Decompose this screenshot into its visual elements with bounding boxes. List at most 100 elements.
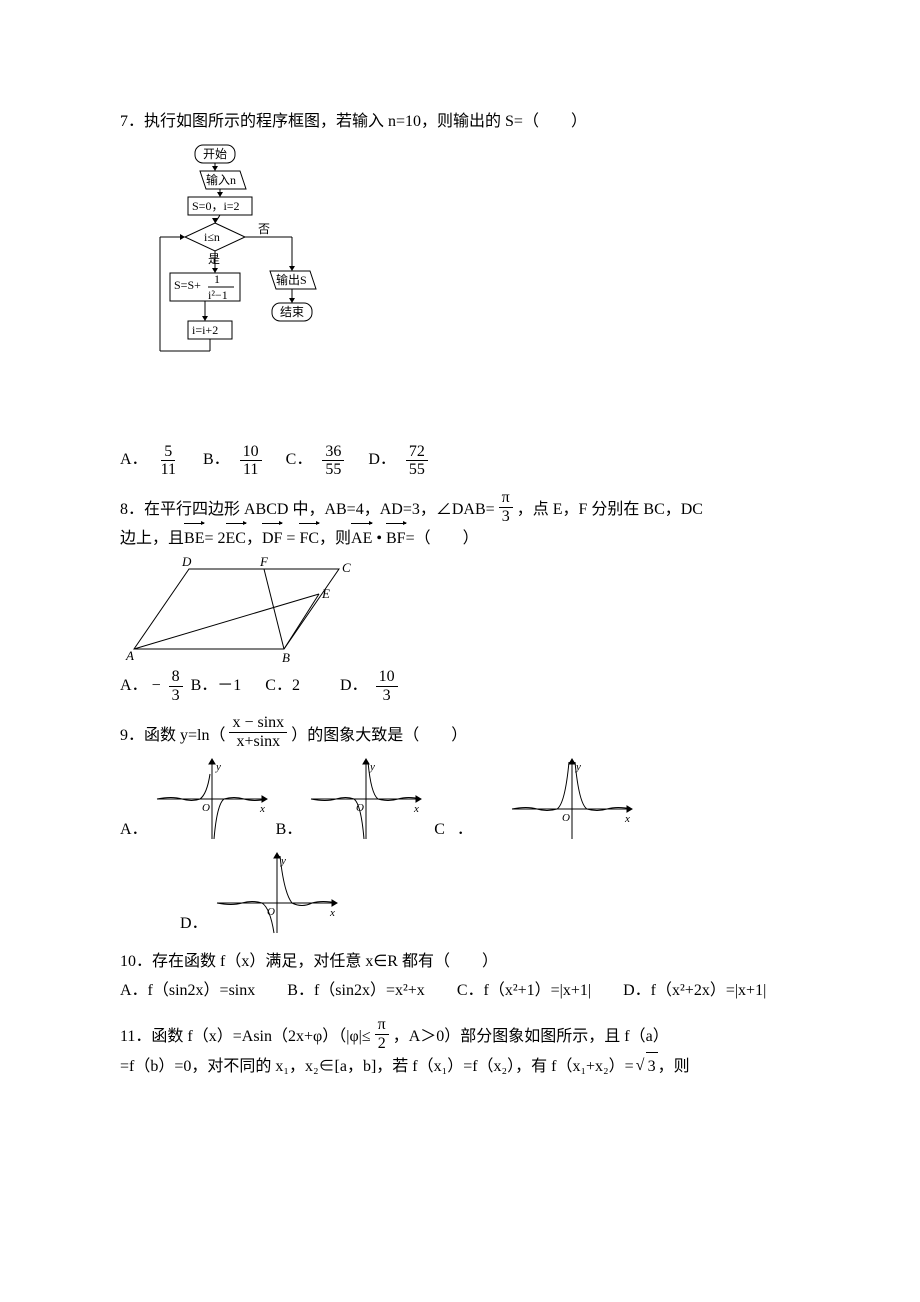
svg-text:i≤n: i≤n bbox=[204, 230, 220, 244]
svg-text:否: 否 bbox=[258, 222, 270, 236]
eq: = 2 bbox=[204, 525, 225, 554]
q9-label-a: A． bbox=[120, 816, 148, 845]
q9-row2: D． y x O bbox=[180, 848, 800, 938]
q7-stem: 7．执行如图所示的程序框图，若输入 n=10，则输出的 S=（ ） bbox=[120, 108, 800, 137]
q8-parallelogram: A B C D E F bbox=[124, 554, 354, 664]
neg: − bbox=[152, 672, 161, 701]
svg-text:i=i+2: i=i+2 bbox=[192, 323, 218, 337]
svg-text:A: A bbox=[125, 648, 134, 663]
vec-bf: BF bbox=[386, 525, 406, 554]
opt-label: A． bbox=[120, 446, 148, 475]
svg-text:S=0，i=2: S=0，i=2 bbox=[192, 199, 240, 213]
svg-text:O: O bbox=[202, 802, 210, 814]
q7-opt-c: 3655 bbox=[322, 443, 344, 479]
q9-stem: 9．函数 y=ln（ x − sinxx+sinx ）的图象大致是（ ） bbox=[120, 714, 800, 750]
svg-text:x: x bbox=[259, 803, 265, 815]
q8-stem2f: =（ bbox=[406, 525, 431, 554]
eq2: = bbox=[282, 525, 299, 554]
opt-label: D． bbox=[352, 446, 396, 475]
dot: • bbox=[372, 525, 386, 554]
q9-row1: A． y x O B． y bbox=[120, 754, 800, 844]
q8-opt-c: C．2 bbox=[265, 672, 300, 701]
question-7: 7．执行如图所示的程序框图，若输入 n=10，则输出的 S=（ ） bbox=[120, 108, 800, 479]
q9-graph-a: y x O bbox=[152, 754, 272, 844]
q8-stem2a: 边上，且 bbox=[120, 525, 184, 554]
q7-stem-pre: 7．执行如图所示的程序框图，若输入 n=10，则输出的 S=（ bbox=[120, 108, 539, 137]
q7-stem-post: ） bbox=[571, 108, 587, 137]
blank bbox=[539, 108, 571, 137]
question-11: 11．函数 f（x）=Asin（2x+φ）（|φ|≤ π2 ，A＞0）部分图象如… bbox=[120, 1016, 800, 1082]
q8-line1: 8．在平行四边形 ABCD 中，AB=4，AD=3，∠DAB= π3 ，点 E，… bbox=[120, 489, 800, 525]
q10-stem: 10．存在函数 f（x）满足，对任意 x∈R 都有（ ） bbox=[120, 948, 800, 977]
svg-text:x: x bbox=[624, 813, 630, 825]
q9-graph-b: y x O bbox=[306, 754, 426, 844]
q8-opt-d: 103 bbox=[376, 668, 398, 704]
q8-options: A． − 83 B．－1 C．2 D． 103 bbox=[120, 668, 800, 704]
q7-options: A． 511 B． 1011 C． 3655 D． 7255 bbox=[120, 443, 800, 479]
q11-l1b: ，A＞0）部分图象如图所示，且 f（a） bbox=[393, 1023, 669, 1052]
svg-text:开始: 开始 bbox=[203, 147, 227, 161]
q7-opt-d: 7255 bbox=[406, 443, 428, 479]
svg-text:结束: 结束 bbox=[280, 305, 304, 319]
q9-label-b: B． bbox=[276, 816, 303, 845]
question-9: 9．函数 y=ln（ x − sinxx+sinx ）的图象大致是（ ） A． … bbox=[120, 714, 800, 938]
q7-opt-b: 1011 bbox=[240, 443, 262, 479]
blank bbox=[450, 948, 482, 977]
blank bbox=[419, 722, 451, 751]
vec-be: BE bbox=[184, 525, 204, 554]
svg-text:x: x bbox=[329, 907, 335, 919]
q9-stem-c: ） bbox=[451, 722, 467, 751]
svg-text:B: B bbox=[282, 650, 290, 664]
vec-ae: AE bbox=[351, 525, 372, 554]
q8-frac-pi3: π3 bbox=[499, 489, 513, 525]
q9-label-d: D． bbox=[180, 910, 208, 939]
q9-label-c: C bbox=[434, 816, 445, 845]
blank bbox=[431, 525, 463, 554]
q8-stem1a: 8．在平行四边形 ABCD 中，AB=4，AD=3，∠DAB= bbox=[120, 496, 495, 525]
q10-stem-a: 10．存在函数 f（x）满足，对任意 x∈R 都有（ bbox=[120, 948, 450, 977]
question-8: 8．在平行四边形 ABCD 中，AB=4，AD=3，∠DAB= π3 ，点 E，… bbox=[120, 489, 800, 704]
spacer bbox=[599, 977, 615, 1006]
q11-frac: π2 bbox=[375, 1016, 389, 1052]
opt-label: B． bbox=[187, 446, 230, 475]
svg-text:是: 是 bbox=[208, 252, 220, 266]
q8-opt-b: B．－1 bbox=[191, 672, 242, 701]
svg-text:D: D bbox=[181, 554, 192, 569]
q8-stem1b: ，点 E，F 分别在 BC，DC bbox=[517, 496, 703, 525]
spacer bbox=[433, 977, 449, 1006]
svg-text:S=S+: S=S+ bbox=[174, 278, 201, 292]
spacer bbox=[263, 977, 279, 1006]
svg-text:O: O bbox=[562, 812, 570, 824]
spacer bbox=[304, 672, 336, 701]
q10-opt-d: D．f（x²+2x）=|x+1| bbox=[623, 977, 766, 1006]
svg-text:O: O bbox=[267, 906, 275, 918]
svg-text:y: y bbox=[369, 761, 375, 773]
svg-text:i²−1: i²−1 bbox=[208, 288, 228, 302]
q11-l2b: ，则 bbox=[658, 1053, 690, 1082]
vec-df: DF bbox=[262, 525, 282, 554]
q8-line2: 边上，且 BE = 2 EC ， DF = FC ，则 AE • BF =（ ） bbox=[120, 525, 800, 554]
q9-frac: x − sinxx+sinx bbox=[229, 714, 287, 750]
q9-stem-a: 9．函数 y=ln（ bbox=[120, 722, 225, 751]
svg-text:输入n: 输入n bbox=[206, 172, 236, 187]
comma: ， bbox=[246, 525, 262, 554]
opt-d-pre: D． bbox=[340, 672, 368, 701]
q11-line2: =f（b）=0，对不同的 x₁，x₂∈[a，b]，若 f（x₁）=f（x₂），有… bbox=[120, 1052, 800, 1082]
svg-text:x: x bbox=[413, 803, 419, 815]
q10-opt-b: B．f（sin2x）=x²+x bbox=[287, 977, 425, 1006]
spacer bbox=[245, 672, 261, 701]
q7-opt-a: 511 bbox=[158, 443, 179, 479]
q9-graph-d: y x O bbox=[212, 848, 342, 938]
opt-a-pre: A． bbox=[120, 672, 148, 701]
svg-text:y: y bbox=[215, 761, 221, 773]
q10-options: A．f（sin2x）=sinx B．f（sin2x）=x²+x C．f（x²+1… bbox=[120, 977, 800, 1006]
svg-text:C: C bbox=[342, 560, 351, 575]
q10-stem-b: ） bbox=[482, 948, 498, 977]
vec-fc: FC bbox=[299, 525, 319, 554]
page: 7．执行如图所示的程序框图，若输入 n=10，则输出的 S=（ ） bbox=[0, 0, 920, 1302]
vec-ec: EC bbox=[226, 525, 246, 554]
svg-text:F: F bbox=[259, 554, 269, 569]
svg-text:E: E bbox=[321, 586, 330, 601]
q11-line1: 11．函数 f（x）=Asin（2x+φ）（|φ|≤ π2 ，A＞0）部分图象如… bbox=[120, 1016, 800, 1052]
q8-opt-a: 83 bbox=[169, 668, 183, 704]
